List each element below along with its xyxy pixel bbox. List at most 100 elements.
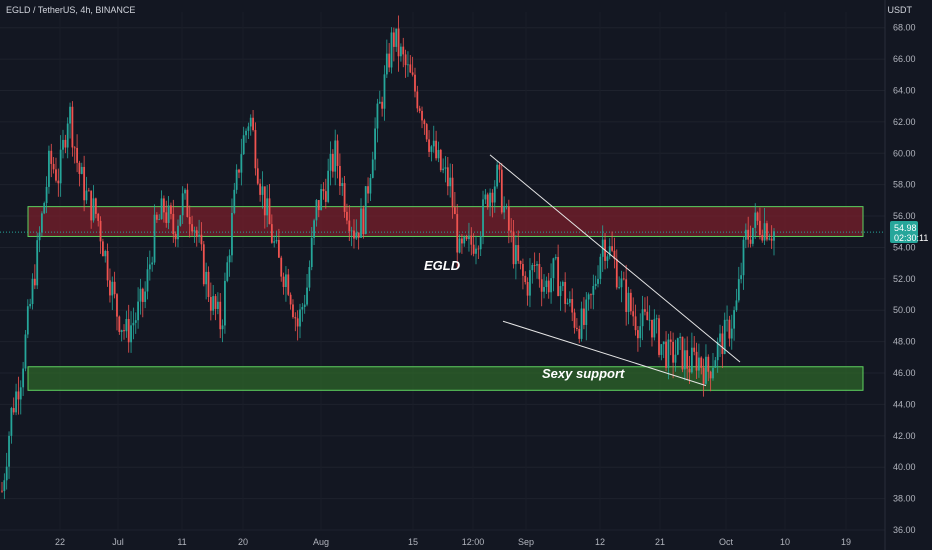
x-tick-label: Sep <box>518 537 534 547</box>
candle-body <box>414 74 416 92</box>
candle-body <box>655 318 658 320</box>
candle-body <box>179 215 182 226</box>
candle-body <box>716 341 719 361</box>
candle-body <box>219 301 222 330</box>
candle-body <box>536 264 538 266</box>
candle-body <box>73 147 76 149</box>
candle-body <box>559 286 562 296</box>
candle-body <box>461 238 463 244</box>
candle-body <box>130 325 132 343</box>
candle-body <box>385 53 388 75</box>
candle-body <box>193 230 196 232</box>
x-tick-label: 22 <box>55 537 65 547</box>
candle-body <box>104 250 107 257</box>
candle-body <box>634 316 637 331</box>
candle-body <box>510 230 513 232</box>
candle-body <box>249 117 252 127</box>
candle-body <box>742 239 745 276</box>
candle-body <box>266 198 269 216</box>
candle-body <box>362 208 365 235</box>
candle-body <box>43 202 46 214</box>
candle-body <box>99 220 102 242</box>
candle-body <box>674 354 677 363</box>
candle-body <box>198 234 201 237</box>
candle-body <box>209 297 212 311</box>
candle-body <box>301 306 304 310</box>
candle-body <box>484 194 487 200</box>
y-tick-label: 60.00 <box>893 148 916 158</box>
candle-body <box>411 72 414 75</box>
candle-body <box>491 192 494 203</box>
candle-body <box>3 480 6 492</box>
y-axis: 36.00 38.00 40.00 42.00 44.00 46.00 48.00 50.00… <box>884 0 916 550</box>
y-tick-label: 40.00 <box>893 462 916 472</box>
candle-body <box>268 198 271 225</box>
candle-body <box>669 339 672 342</box>
candle-body <box>388 53 391 68</box>
candle-body <box>191 224 193 232</box>
candle-body <box>611 246 613 251</box>
candle-body <box>299 309 301 327</box>
resistance-zone <box>27 206 864 237</box>
candle-body <box>740 275 743 280</box>
candle-body <box>118 316 121 332</box>
candle-body <box>550 278 552 293</box>
y-tick-label: 42.00 <box>893 431 916 441</box>
candle-body <box>233 189 236 213</box>
candle-body <box>594 283 597 286</box>
candle-body <box>512 231 515 265</box>
candle-body <box>125 319 128 332</box>
candle-body <box>538 264 541 280</box>
candle-body <box>648 319 651 321</box>
candle-body <box>111 281 114 296</box>
candle-body <box>496 164 499 187</box>
candle-body <box>353 230 355 239</box>
candle-body <box>15 391 17 413</box>
candle-body <box>463 236 466 244</box>
candle-body <box>522 264 524 276</box>
candle-body <box>660 344 663 355</box>
candle-body <box>165 212 168 223</box>
candle-body <box>17 391 20 400</box>
candle-body <box>730 328 733 339</box>
candle-body <box>151 262 154 265</box>
candle-body <box>346 211 348 221</box>
candle-body <box>702 367 705 384</box>
candle-body <box>327 170 330 202</box>
last-price-tag: 54.98 02:30:11 <box>890 221 928 243</box>
candle-body <box>632 311 635 317</box>
candle-body <box>29 303 32 307</box>
candle-body <box>573 312 576 328</box>
candle-body <box>451 177 454 208</box>
candle-body <box>599 256 602 279</box>
candle-body <box>498 164 501 170</box>
candle-body <box>545 280 548 288</box>
candle-body <box>395 28 398 47</box>
candle-body <box>773 231 775 241</box>
candle-body <box>261 186 264 195</box>
candle-body <box>557 257 560 296</box>
candle-body <box>167 205 170 223</box>
candle-body <box>184 189 186 194</box>
candle-body <box>571 299 574 313</box>
candle-body <box>31 278 34 304</box>
candle-body <box>493 186 496 203</box>
candle-body <box>653 319 656 338</box>
upper-trendline <box>489 154 741 363</box>
candle-body <box>45 186 48 203</box>
candle-body <box>78 162 81 174</box>
candle-body <box>397 28 400 57</box>
candle-body <box>48 150 50 187</box>
last-price: 54.98 <box>894 223 917 233</box>
candle-body <box>38 232 41 241</box>
candle-body <box>416 91 419 109</box>
candle-body <box>8 435 10 467</box>
candle-body <box>578 328 581 339</box>
candle-body <box>338 165 341 186</box>
candle-body <box>324 191 327 202</box>
candle-body <box>475 248 477 254</box>
candle-body <box>658 318 660 355</box>
candle-body <box>59 149 62 184</box>
y-tick-label: 64.00 <box>893 85 916 95</box>
